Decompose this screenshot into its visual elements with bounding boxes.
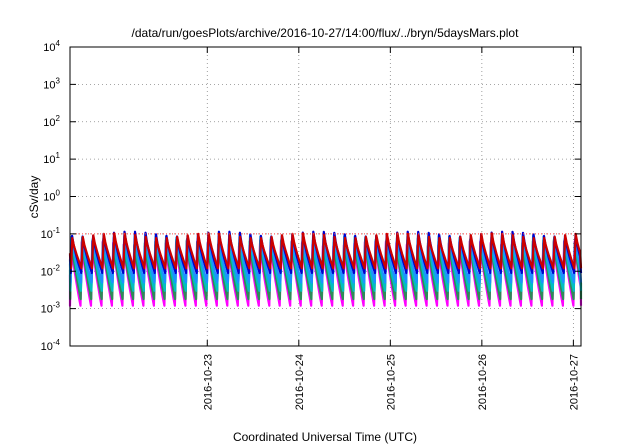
y-tick-label: 10-2 <box>41 263 61 278</box>
y-tick-label: 104 <box>43 39 60 54</box>
x-tick-label: 2016-10-26 <box>477 354 489 410</box>
y-tick-label: 100 <box>43 189 60 204</box>
x-tick-label: 2016-10-23 <box>202 354 214 410</box>
series-line <box>68 233 583 284</box>
x-axis-label: Coordinated Universal Time (UTC) <box>233 430 417 444</box>
series-line <box>68 235 583 292</box>
x-axis: 2016-10-23 2016-10-24 2016-10-25 2016-10-26… <box>202 47 580 410</box>
y-tick-label: 10-1 <box>41 226 61 241</box>
series-layer <box>68 230 583 307</box>
x-tick-label: 2016-10-24 <box>294 354 306 410</box>
chart-grid <box>70 47 581 346</box>
y-tick-label: 10-4 <box>41 338 61 353</box>
y-tick-label: 101 <box>43 151 60 166</box>
series-line <box>68 232 583 270</box>
chart-title: /data/run/goesPlots/archive/2016-10-27/1… <box>132 26 520 40</box>
y-tick-label: 10-3 <box>41 301 61 316</box>
y-axis-label: cSv/day <box>27 176 41 219</box>
y-tick-label: 103 <box>43 76 60 91</box>
y-tick-label: 102 <box>43 114 60 129</box>
x-tick-label: 2016-10-25 <box>385 354 397 410</box>
x-tick-label: 2016-10-27 <box>568 354 580 410</box>
